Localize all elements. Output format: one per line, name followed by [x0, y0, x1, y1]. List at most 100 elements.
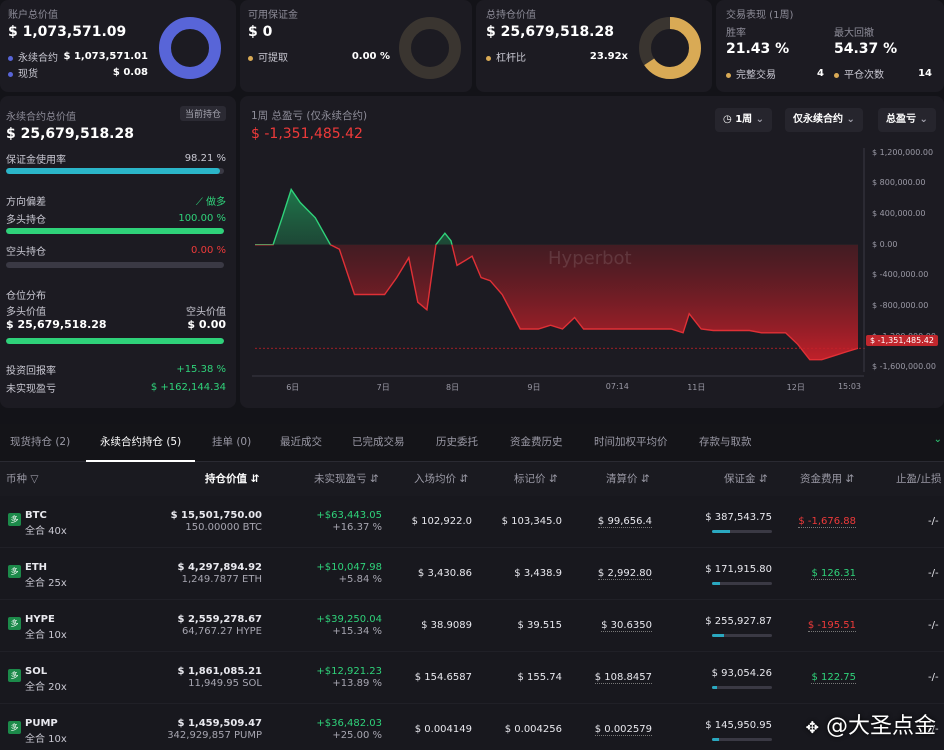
tab-0[interactable]: 现货持仓 (2) [10, 436, 71, 448]
value-cell: $ 2,559,278.67 64,767.27 HYPE [177, 614, 262, 637]
short-bar [6, 262, 224, 268]
scope-select[interactable]: 仅永续合约 ⌄ [785, 108, 863, 132]
funding-cell: $ 122.75 [811, 672, 856, 684]
header-coin[interactable]: 币种 ▽ [6, 473, 39, 485]
header-mark[interactable]: 标记价 ⇵ [514, 473, 558, 485]
total-position-card: 总持仓价值 $ 25,679,518.28 杠杆比 23.92x [476, 0, 712, 92]
position-tabs: ⌄ 现货持仓 (2) 永续合约持仓 (5) 挂单 (0) 最近成交 已完成交易 历史委托 资… [0, 424, 944, 462]
withdraw-value: 0.00 % [351, 51, 390, 62]
long-value-label: 多头价值 [6, 307, 46, 318]
coin-cell: HYPE 全合 10x [25, 614, 67, 641]
perp-total-value: $ 25,679,518.28 [6, 126, 134, 142]
tpsl-cell[interactable]: -/- [928, 568, 939, 579]
header-entry[interactable]: 入场均价 ⇵ [414, 473, 469, 485]
tab-7[interactable]: 时间加权平均价 [594, 436, 668, 448]
x-tick-label: 11日 [687, 383, 706, 392]
tab-6[interactable]: 资金费历史 [510, 436, 563, 448]
table-row[interactable]: 多 SOL 全合 20x $ 1,861,085.21 11,949.95 SOL … [0, 652, 944, 704]
short-label: 空头持仓 [6, 247, 46, 258]
margin-mini-bar [712, 738, 772, 741]
spot-value: $ 0.08 [112, 67, 148, 78]
completed-label: 完整交易 [726, 66, 776, 81]
leverage-label: 杠杆比 [486, 49, 526, 64]
account-value-label: 账户总价值 [8, 10, 58, 21]
period-select[interactable]: ◷ 1周 ⌄ [715, 108, 773, 132]
coin-cell: PUMP 全合 10x [25, 718, 67, 745]
y-tick-label: $ -400,000.00 [872, 270, 929, 280]
sort-icon: ⇵ [845, 473, 855, 485]
margin-usage-value: 98.21 % [184, 153, 226, 164]
value-cell: $ 4,297,894.92 1,249.7877 ETH [177, 562, 262, 585]
funding-cell: $ 126.31 [811, 568, 856, 580]
table-row[interactable]: 多 BTC 全合 40x $ 15,501,750.00 150.00000 BTC… [0, 496, 944, 548]
margin-cell: $ 145,950.95 [705, 720, 772, 731]
header-funding[interactable]: 资金费用 ⇵ [800, 473, 855, 485]
header-liq[interactable]: 清算价 ⇵ [606, 473, 650, 485]
margin-cell: $ 255,927.87 [705, 616, 772, 627]
mark-price-cell: $ 155.74 [517, 672, 562, 683]
header-margin[interactable]: 保证金 ⇵ [724, 473, 768, 485]
tab-1[interactable]: 永续合约持仓 (5) [86, 424, 196, 462]
diamond-logo-icon: ✥ [805, 718, 819, 737]
pnl-cell: +$10,047.98 +5.84 % [316, 562, 382, 585]
margin-mini-bar [712, 582, 772, 585]
table-row[interactable]: 多 PUMP 全合 10x $ 1,459,509.47 342,929,857 P… [0, 704, 944, 750]
positions-table-header: 币种 ▽ 持仓价值 ⇵ 未实现盈亏 ⇵ 入场均价 ⇵ 标记价 ⇵ 清算价 ⇵ 保… [0, 462, 944, 496]
direction-value: ⟋ 做多 [195, 197, 226, 208]
chart-title: 1周 总盈亏 (仅永续合约) [251, 110, 368, 122]
liq-price-cell: $ 30.6350 [601, 620, 652, 632]
tab-scroll-icon[interactable]: ⌄ [933, 434, 942, 445]
entry-price-cell: $ 102,922.0 [411, 516, 472, 527]
winrate-value: 21.43 % [726, 41, 790, 57]
tab-5[interactable]: 历史委托 [436, 436, 478, 448]
unrealized-value: $ +162,144.34 [150, 382, 226, 393]
mark-price-cell: $ 39.515 [517, 620, 562, 631]
pnl-negative-area [255, 244, 858, 360]
long-value: 100.00 % [178, 213, 226, 224]
tab-3[interactable]: 最近成交 [280, 436, 322, 448]
long-badge: 多 [8, 721, 21, 734]
withdraw-label: 可提取 [248, 49, 288, 64]
value-cell: $ 1,459,509.47 342,929,857 PUMP [167, 718, 262, 741]
spot-label: 现货 [8, 65, 38, 80]
entry-price-cell: $ 0.004149 [414, 724, 472, 735]
x-tick-label: 9日 [527, 383, 541, 392]
tpsl-cell[interactable]: -/- [928, 672, 939, 683]
x-tick-label: 12日 [786, 383, 805, 392]
short-value-amount: $ 0.00 [187, 318, 226, 331]
y-tick-label: $ 0.00 [872, 239, 898, 249]
margin-cell: $ 171,915.80 [705, 564, 772, 575]
footer-watermark: ✥ @大圣点金 [805, 714, 936, 739]
tpsl-cell[interactable]: -/- [928, 516, 939, 527]
long-badge: 多 [8, 513, 21, 526]
pnl-cell: +$36,482.03 +25.00 % [316, 718, 382, 741]
pnl-chart [252, 148, 866, 377]
margin-mini-bar [712, 530, 772, 533]
tab-4[interactable]: 已完成交易 [352, 436, 405, 448]
entry-price-cell: $ 3,430.86 [417, 568, 472, 579]
x-tick-label: 7日 [376, 383, 390, 392]
pnl-negative-line [255, 244, 858, 361]
margin-usage-label: 保证金使用率 [6, 155, 66, 166]
margin-mini-bar [712, 686, 772, 689]
header-value[interactable]: 持仓价值 ⇵ [205, 473, 260, 485]
tab-2[interactable]: 挂单 (0) [212, 436, 252, 448]
x-tick-label: 8日 [445, 383, 460, 392]
short-value-label: 空头价值 [186, 307, 226, 318]
current-pnl-tag: $ -1,351,485.42 [866, 335, 938, 346]
header-pnl[interactable]: 未实现盈亏 ⇵ [314, 473, 379, 485]
table-row[interactable]: 多 ETH 全合 25x $ 4,297,894.92 1,249.7877 ETH… [0, 548, 944, 600]
current-position-button[interactable]: 当前持仓 [179, 106, 226, 121]
tpsl-cell[interactable]: -/- [928, 620, 939, 631]
performance-label: 交易表现 (1周) [726, 10, 794, 21]
margin-usage-bar [6, 168, 224, 174]
tab-8[interactable]: 存款与取款 [699, 436, 752, 448]
table-row[interactable]: 多 HYPE 全合 10x $ 2,559,278.67 64,767.27 HYP… [0, 600, 944, 652]
type-select[interactable]: 总盈亏 ⌄ [878, 108, 936, 132]
tpsl-cell[interactable]: -/- [928, 724, 939, 735]
perp-total-label: 永续合约总价值 [6, 112, 76, 123]
margin-donut-chart [399, 17, 461, 79]
chevron-down-icon: ⌄ [846, 114, 855, 125]
direction-label: 方向偏差 [6, 197, 46, 208]
sort-icon: ⇵ [369, 473, 379, 485]
